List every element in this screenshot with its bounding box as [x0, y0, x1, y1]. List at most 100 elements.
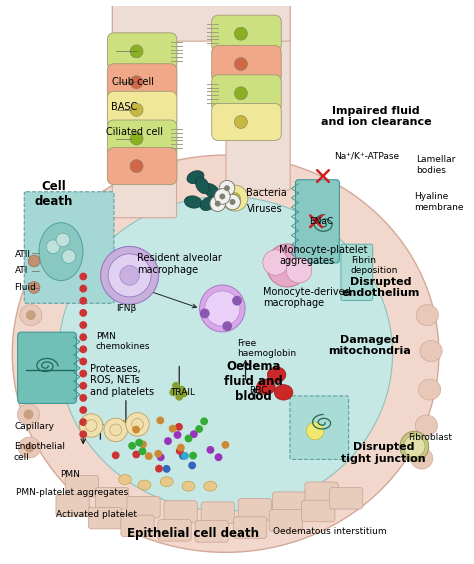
FancyBboxPatch shape — [341, 244, 373, 301]
Ellipse shape — [39, 223, 83, 281]
Ellipse shape — [266, 244, 308, 287]
Circle shape — [26, 310, 36, 320]
Circle shape — [157, 453, 164, 461]
Circle shape — [138, 447, 146, 455]
Circle shape — [200, 417, 208, 425]
Circle shape — [184, 435, 192, 442]
Text: Fibrin
deposition: Fibrin deposition — [351, 255, 398, 275]
Circle shape — [79, 418, 87, 426]
Text: Capillary: Capillary — [15, 422, 55, 431]
Text: PMN-platelet aggregates: PMN-platelet aggregates — [16, 488, 128, 497]
Circle shape — [175, 393, 183, 400]
Ellipse shape — [400, 431, 428, 461]
FancyBboxPatch shape — [212, 103, 281, 140]
Text: Disrupted
tight junction: Disrupted tight junction — [341, 442, 426, 464]
Ellipse shape — [100, 246, 159, 305]
Circle shape — [219, 193, 225, 200]
Circle shape — [286, 258, 312, 283]
Circle shape — [235, 87, 247, 100]
Circle shape — [28, 281, 40, 293]
Ellipse shape — [182, 481, 195, 491]
Circle shape — [79, 382, 87, 390]
Ellipse shape — [416, 305, 438, 325]
Circle shape — [178, 386, 185, 394]
Ellipse shape — [18, 404, 40, 425]
Text: Proteases,
ROS, NETs
and platelets: Proteases, ROS, NETs and platelets — [90, 364, 154, 397]
Circle shape — [156, 416, 164, 424]
Circle shape — [79, 430, 87, 438]
Text: BASC: BASC — [111, 102, 137, 112]
Circle shape — [172, 382, 180, 390]
Circle shape — [79, 358, 87, 365]
Ellipse shape — [138, 480, 151, 490]
FancyBboxPatch shape — [107, 64, 177, 101]
Circle shape — [229, 199, 236, 205]
FancyBboxPatch shape — [201, 502, 234, 523]
Ellipse shape — [187, 171, 204, 184]
Text: ATII: ATII — [15, 250, 31, 259]
FancyBboxPatch shape — [212, 15, 281, 52]
Ellipse shape — [59, 196, 392, 511]
FancyBboxPatch shape — [302, 500, 335, 522]
Ellipse shape — [184, 196, 202, 208]
Ellipse shape — [196, 177, 209, 193]
Text: Fibroblast: Fibroblast — [408, 433, 452, 442]
Circle shape — [222, 321, 232, 331]
Circle shape — [215, 453, 222, 461]
Circle shape — [139, 440, 147, 448]
Text: Ciliated cell: Ciliated cell — [107, 127, 164, 137]
Ellipse shape — [256, 379, 275, 395]
FancyBboxPatch shape — [164, 501, 197, 522]
FancyBboxPatch shape — [305, 482, 338, 504]
FancyBboxPatch shape — [226, 4, 290, 190]
Circle shape — [108, 254, 151, 297]
Ellipse shape — [160, 477, 173, 487]
FancyBboxPatch shape — [56, 495, 89, 516]
Text: Viruses: Viruses — [246, 204, 282, 214]
FancyBboxPatch shape — [107, 148, 177, 184]
Text: IFNβ: IFNβ — [116, 304, 136, 313]
Circle shape — [215, 188, 230, 204]
Ellipse shape — [12, 155, 439, 552]
Text: Endothelial
cell: Endothelial cell — [14, 442, 64, 462]
FancyBboxPatch shape — [127, 496, 160, 518]
Circle shape — [195, 425, 203, 433]
Circle shape — [221, 441, 229, 449]
Circle shape — [27, 342, 37, 352]
FancyBboxPatch shape — [290, 396, 348, 460]
Circle shape — [200, 309, 210, 318]
FancyBboxPatch shape — [107, 120, 177, 157]
Ellipse shape — [18, 371, 41, 392]
Circle shape — [163, 465, 171, 473]
Circle shape — [181, 452, 189, 460]
Circle shape — [155, 450, 162, 457]
Circle shape — [130, 103, 143, 116]
FancyBboxPatch shape — [195, 521, 228, 542]
Text: Oedema
fluid and
blood: Oedema fluid and blood — [224, 360, 283, 403]
Circle shape — [126, 413, 149, 436]
FancyBboxPatch shape — [18, 332, 76, 403]
Circle shape — [207, 446, 214, 454]
Text: Epithelial cell death: Epithelial cell death — [127, 527, 259, 540]
Circle shape — [263, 250, 288, 275]
Circle shape — [130, 76, 143, 89]
Circle shape — [79, 285, 87, 293]
Text: Fluid: Fluid — [14, 283, 36, 292]
Circle shape — [225, 194, 240, 210]
Circle shape — [104, 418, 128, 442]
FancyBboxPatch shape — [112, 4, 176, 218]
Circle shape — [145, 452, 153, 460]
Circle shape — [130, 132, 143, 145]
FancyBboxPatch shape — [24, 192, 114, 303]
Ellipse shape — [21, 337, 43, 358]
FancyBboxPatch shape — [88, 508, 122, 529]
Circle shape — [176, 447, 183, 455]
FancyBboxPatch shape — [212, 75, 281, 112]
Circle shape — [235, 27, 247, 40]
Circle shape — [62, 250, 76, 263]
Text: Free
haemoglobin: Free haemoglobin — [237, 338, 296, 358]
Circle shape — [79, 309, 87, 317]
FancyBboxPatch shape — [158, 519, 191, 541]
Text: Club cell: Club cell — [112, 77, 154, 87]
Text: PMN
chemokines: PMN chemokines — [96, 332, 150, 351]
